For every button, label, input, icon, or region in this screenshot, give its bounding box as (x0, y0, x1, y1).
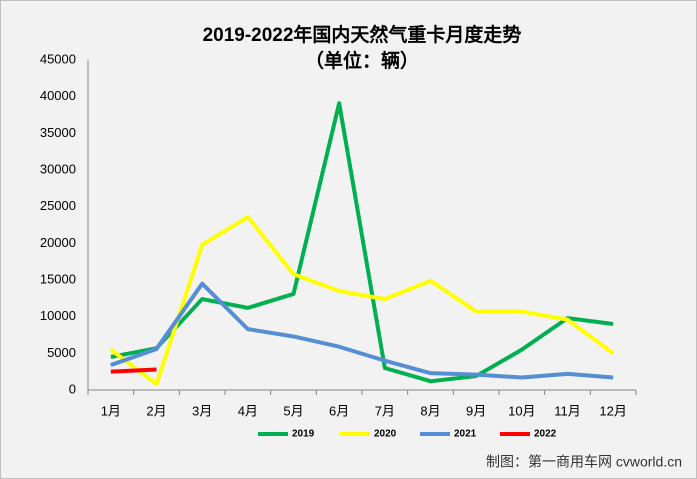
x-tick-label: 2月 (146, 403, 166, 418)
y-tick-label: 5000 (47, 345, 76, 360)
y-tick-label: 15000 (40, 271, 76, 286)
x-tick-label: 11月 (554, 403, 581, 418)
legend-label: 2022 (534, 429, 557, 440)
y-tick-label: 40000 (40, 88, 76, 103)
x-tick-label: 7月 (375, 403, 395, 418)
legend-label: 2020 (374, 429, 397, 440)
x-tick-label: 3月 (192, 403, 212, 418)
y-tick-label: 20000 (40, 235, 76, 250)
chart-subtitle: （单位：辆） (305, 49, 419, 72)
chart-title: 2019-2022年国内天然气重卡月度走势 (203, 23, 522, 46)
source: 制图：第一商用车网 cvworld.cn (486, 454, 682, 470)
series-line (109, 214, 615, 387)
legend: 2019 2020 2021 2022 (258, 429, 557, 440)
series-line (110, 101, 614, 384)
x-tick-label: 9月 (466, 403, 486, 418)
y-tick-label: 35000 (40, 125, 76, 140)
y-tick-label: 45000 (40, 51, 76, 66)
x-tick-label: 6月 (329, 403, 349, 418)
x-tick-label: 1月 (101, 403, 121, 418)
x-tick-label: 4月 (238, 403, 258, 418)
legend-label: 2019 (292, 429, 315, 440)
x-tick-label: 5月 (283, 403, 303, 418)
y-tick-label: 0 (69, 381, 76, 396)
series-line (110, 367, 157, 374)
series-line (110, 281, 614, 380)
y-tick-label: 30000 (40, 161, 76, 176)
y-tick-label: 25000 (40, 198, 76, 213)
legend-label: 2021 (454, 429, 477, 440)
y-tick-label: 10000 (40, 308, 76, 323)
x-tick-label: 12月 (599, 403, 626, 418)
x-tick-label: 10月 (508, 403, 535, 418)
x-tick-label: 8月 (420, 403, 440, 418)
